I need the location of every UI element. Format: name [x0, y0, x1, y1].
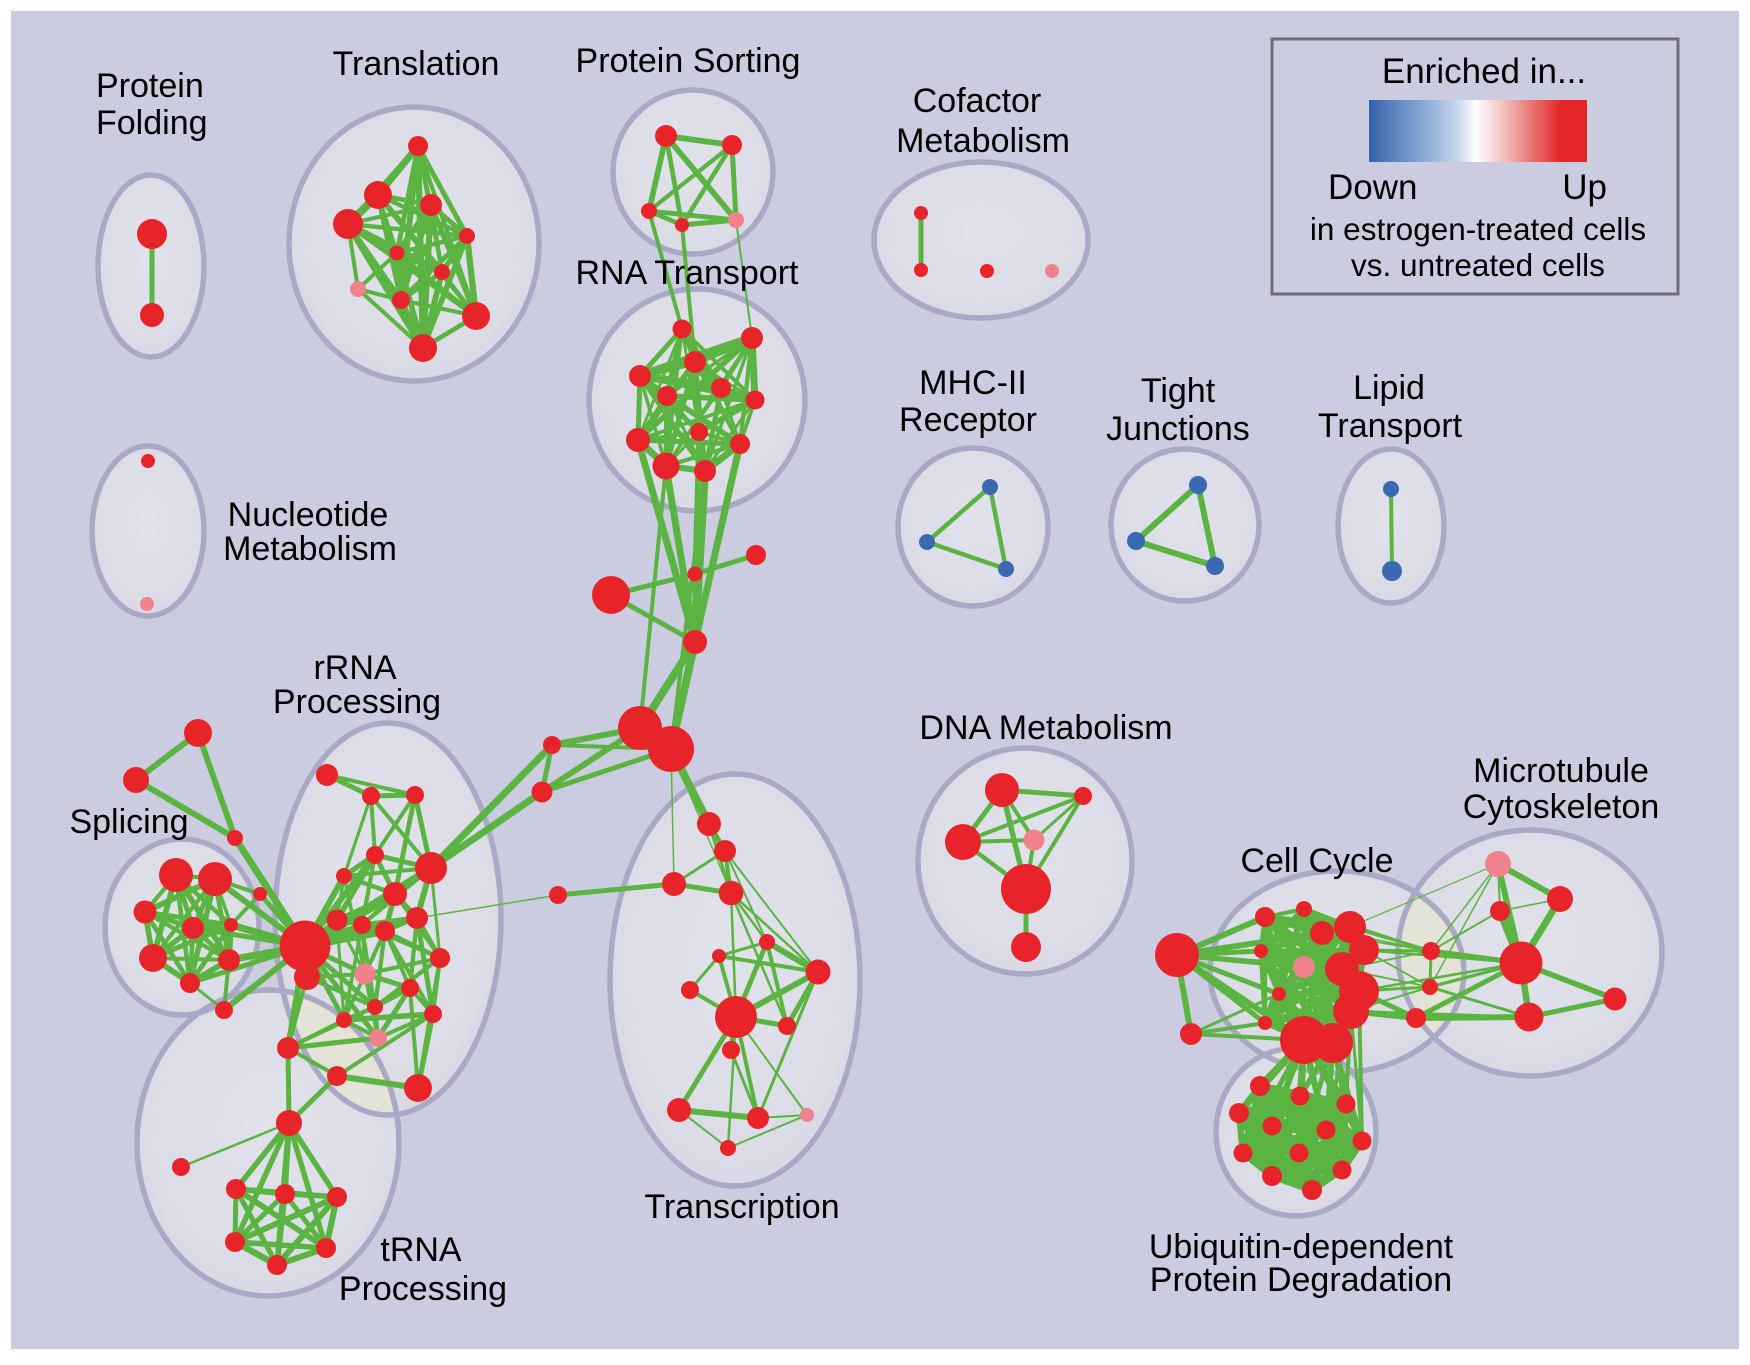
svg-text:Folding: Folding: [96, 104, 208, 142]
svg-text:Down: Down: [1328, 168, 1417, 207]
svg-text:RNA Transport: RNA Transport: [576, 254, 800, 292]
svg-text:Protein Degradation: Protein Degradation: [1150, 1261, 1452, 1299]
svg-text:Processing: Processing: [273, 683, 441, 721]
svg-text:Junctions: Junctions: [1106, 410, 1250, 448]
svg-text:Receptor: Receptor: [899, 401, 1037, 439]
svg-text:tRNA: tRNA: [380, 1231, 462, 1269]
svg-text:Tight: Tight: [1141, 372, 1216, 410]
svg-text:Splicing: Splicing: [69, 803, 188, 841]
svg-text:MHC-II: MHC-II: [919, 364, 1027, 402]
svg-text:Translation: Translation: [333, 45, 500, 83]
svg-text:Metabolism: Metabolism: [896, 122, 1070, 160]
svg-text:Protein Sorting: Protein Sorting: [576, 42, 801, 80]
svg-text:vs. untreated cells: vs. untreated cells: [1351, 247, 1605, 283]
svg-text:in estrogen-treated cells: in estrogen-treated cells: [1310, 211, 1646, 247]
svg-text:Cofactor: Cofactor: [913, 82, 1042, 120]
svg-text:Up: Up: [1562, 168, 1607, 207]
svg-text:DNA Metabolism: DNA Metabolism: [919, 709, 1172, 747]
svg-text:Ubiquitin-dependent: Ubiquitin-dependent: [1149, 1228, 1454, 1266]
svg-text:Transcription: Transcription: [644, 1188, 839, 1226]
svg-text:Transport: Transport: [1318, 407, 1463, 445]
svg-text:Processing: Processing: [339, 1270, 507, 1308]
svg-text:Nucleotide: Nucleotide: [228, 496, 389, 534]
svg-text:Enriched in...: Enriched in...: [1382, 52, 1586, 91]
svg-text:Protein: Protein: [96, 67, 204, 105]
svg-text:Metabolism: Metabolism: [223, 530, 397, 568]
svg-text:Microtubule: Microtubule: [1473, 752, 1649, 790]
svg-text:Cytoskeleton: Cytoskeleton: [1463, 788, 1660, 826]
svg-text:Lipid: Lipid: [1353, 369, 1425, 407]
svg-text:Cell Cycle: Cell Cycle: [1240, 842, 1393, 880]
svg-text:rRNA: rRNA: [313, 649, 396, 687]
